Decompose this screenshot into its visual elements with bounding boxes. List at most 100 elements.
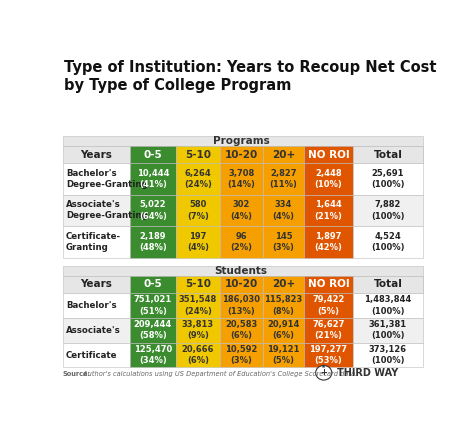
Text: 6,264
(24%): 6,264 (24%) xyxy=(184,169,212,189)
Text: 10-20: 10-20 xyxy=(225,280,258,289)
Text: 361,381
(100%): 361,381 (100%) xyxy=(369,320,407,341)
Text: 20+: 20+ xyxy=(272,150,295,160)
Bar xyxy=(176,318,219,343)
Bar xyxy=(63,226,129,258)
Text: 20,583
(6%): 20,583 (6%) xyxy=(225,320,257,341)
Text: 20+: 20+ xyxy=(272,280,295,289)
Text: 33,813
(9%): 33,813 (9%) xyxy=(182,320,214,341)
Bar xyxy=(129,146,176,163)
Text: 373,126
(100%): 373,126 (100%) xyxy=(369,345,407,365)
Text: 2,189
(48%): 2,189 (48%) xyxy=(139,232,167,252)
Bar xyxy=(263,195,304,226)
Text: Bachelor's
Degree-Granting: Bachelor's Degree-Granting xyxy=(66,169,147,189)
Text: 7,882
(100%): 7,882 (100%) xyxy=(371,200,405,221)
Text: 96
(2%): 96 (2%) xyxy=(230,232,252,252)
Text: 10,444
(41%): 10,444 (41%) xyxy=(137,169,169,189)
Text: NO ROI: NO ROI xyxy=(308,280,349,289)
Bar xyxy=(304,318,353,343)
Text: 197,277
(53%): 197,277 (53%) xyxy=(310,345,347,365)
Bar xyxy=(63,318,129,343)
Bar xyxy=(219,226,263,258)
Text: Author's calculations using US Department of Education's College Scorecard data.: Author's calculations using US Departmen… xyxy=(81,371,356,377)
Text: 4,524
(100%): 4,524 (100%) xyxy=(371,232,405,252)
Text: 145
(3%): 145 (3%) xyxy=(273,232,294,252)
Bar xyxy=(263,226,304,258)
Bar xyxy=(263,318,304,343)
Bar xyxy=(129,226,176,258)
Text: 302
(4%): 302 (4%) xyxy=(230,200,252,221)
Bar xyxy=(263,293,304,318)
Text: 0-5: 0-5 xyxy=(144,280,162,289)
Text: 10-20: 10-20 xyxy=(225,150,258,160)
Text: 2,827
(11%): 2,827 (11%) xyxy=(270,169,297,189)
Bar xyxy=(304,163,353,195)
Bar xyxy=(176,276,219,293)
Bar xyxy=(219,276,263,293)
Text: 1,644
(21%): 1,644 (21%) xyxy=(314,200,342,221)
Bar xyxy=(304,293,353,318)
Text: ▲: ▲ xyxy=(322,365,325,369)
Bar xyxy=(176,195,219,226)
Text: NO ROI: NO ROI xyxy=(308,150,349,160)
Text: 3,708
(14%): 3,708 (14%) xyxy=(227,169,255,189)
Text: 351,548
(24%): 351,548 (24%) xyxy=(179,295,217,316)
Text: 76,627
(21%): 76,627 (21%) xyxy=(312,320,345,341)
Bar xyxy=(129,276,176,293)
Bar xyxy=(353,343,423,368)
Text: 5-10: 5-10 xyxy=(185,150,211,160)
Bar xyxy=(219,195,263,226)
Bar xyxy=(63,266,423,276)
Text: 751,021
(51%): 751,021 (51%) xyxy=(134,295,172,316)
Bar xyxy=(129,195,176,226)
Bar xyxy=(63,195,129,226)
Bar xyxy=(263,146,304,163)
Text: 209,444
(58%): 209,444 (58%) xyxy=(134,320,172,341)
Text: 25,691
(100%): 25,691 (100%) xyxy=(371,169,405,189)
Bar xyxy=(304,276,353,293)
Text: 334
(4%): 334 (4%) xyxy=(273,200,294,221)
Bar xyxy=(129,293,176,318)
Text: Years: Years xyxy=(80,280,112,289)
Text: Associate's: Associate's xyxy=(66,326,120,335)
Text: 186,030
(13%): 186,030 (13%) xyxy=(222,295,260,316)
Text: 79,422
(5%): 79,422 (5%) xyxy=(312,295,345,316)
Bar xyxy=(353,318,423,343)
Bar xyxy=(63,343,129,368)
Text: Associate's
Degree-Granting: Associate's Degree-Granting xyxy=(66,200,147,221)
Text: Certificate: Certificate xyxy=(66,350,118,359)
Bar xyxy=(353,163,423,195)
Bar xyxy=(263,343,304,368)
Text: Source:: Source: xyxy=(63,371,91,377)
Text: 20,914
(6%): 20,914 (6%) xyxy=(267,320,300,341)
Text: 115,823
(8%): 115,823 (8%) xyxy=(264,295,302,316)
Bar xyxy=(304,195,353,226)
Text: Type of Institution: Years to Recoup Net Cost
by Type of College Program: Type of Institution: Years to Recoup Net… xyxy=(64,60,436,93)
Text: 1,483,844
(100%): 1,483,844 (100%) xyxy=(364,295,411,316)
Bar xyxy=(129,343,176,368)
Bar xyxy=(304,226,353,258)
Text: Years: Years xyxy=(80,150,112,160)
Bar xyxy=(263,163,304,195)
Text: Students: Students xyxy=(215,266,268,276)
Text: Total: Total xyxy=(374,280,402,289)
Bar xyxy=(176,226,219,258)
Bar xyxy=(63,146,423,163)
Text: THIRD WAY: THIRD WAY xyxy=(337,368,398,378)
Bar xyxy=(129,163,176,195)
Text: Total: Total xyxy=(374,150,402,160)
Bar xyxy=(176,343,219,368)
Bar xyxy=(219,293,263,318)
Bar xyxy=(129,318,176,343)
Text: 5,022
(64%): 5,022 (64%) xyxy=(139,200,167,221)
Bar xyxy=(63,276,423,293)
Text: 2,448
(10%): 2,448 (10%) xyxy=(315,169,342,189)
Text: 1,897
(42%): 1,897 (42%) xyxy=(314,232,342,252)
Bar xyxy=(176,163,219,195)
Bar xyxy=(263,276,304,293)
Bar xyxy=(353,293,423,318)
Bar xyxy=(176,146,219,163)
Text: Bachelor's: Bachelor's xyxy=(66,301,117,310)
Bar xyxy=(219,318,263,343)
Text: 5-10: 5-10 xyxy=(185,280,211,289)
Bar xyxy=(219,163,263,195)
